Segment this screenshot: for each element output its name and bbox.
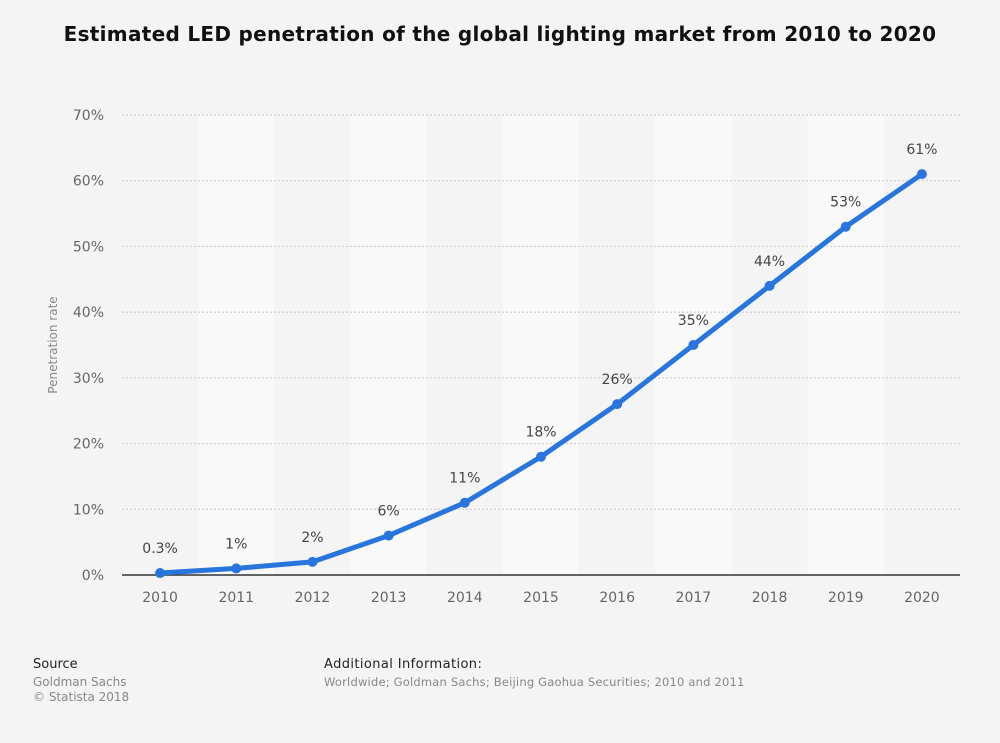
y-tick-label: 30%: [73, 371, 104, 387]
data-label: 11%: [449, 471, 480, 487]
data-point: [536, 451, 546, 462]
x-tick-label: 2011: [218, 590, 254, 606]
y-tick-label: 0%: [82, 568, 104, 584]
column-band: [350, 115, 427, 575]
data-point: [840, 221, 851, 232]
column-band: [502, 115, 580, 575]
y-tick-label: 10%: [73, 502, 104, 518]
column-band: [198, 115, 275, 575]
x-tick-label: 2012: [295, 590, 331, 606]
x-tick-label: 2010: [142, 590, 178, 606]
y-tick-label: 50%: [73, 239, 104, 255]
y-tick-label: 70%: [73, 108, 104, 124]
x-tick-label: 2019: [828, 590, 864, 606]
y-axis-label: Penetration rate: [46, 296, 60, 393]
x-tick-label: 2015: [523, 590, 559, 606]
data-point: [612, 399, 623, 410]
data-point: [764, 280, 775, 291]
x-tick-label: 2014: [447, 590, 483, 606]
data-label: 35%: [678, 313, 709, 329]
x-tick-label: 2020: [904, 590, 940, 606]
x-tick-label: 2017: [676, 590, 712, 606]
source-name: Goldman Sachs: [33, 675, 127, 689]
data-label: 61%: [906, 142, 937, 158]
data-label: 0.3%: [142, 541, 178, 557]
additional-info-text: Worldwide; Goldman Sachs; Beijing Gaohua…: [324, 675, 745, 689]
y-tick-label: 40%: [73, 305, 104, 321]
chart-title: Estimated LED penetration of the global …: [63, 22, 937, 46]
y-tick-label: 60%: [73, 174, 104, 190]
data-point: [459, 497, 470, 508]
data-point: [688, 340, 699, 350]
data-point: [307, 556, 318, 567]
copyright: © Statista 2018: [33, 690, 130, 704]
source-heading: Source: [33, 657, 78, 672]
data-point: [231, 563, 242, 574]
data-label: 2%: [301, 530, 323, 546]
data-point: [383, 530, 394, 541]
data-label: 1%: [225, 536, 247, 552]
data-label: 44%: [754, 254, 785, 270]
data-point: [916, 169, 927, 180]
x-tick-label: 2016: [599, 590, 635, 606]
data-label: 26%: [602, 372, 633, 388]
y-tick-label: 20%: [73, 437, 104, 453]
data-label: 53%: [830, 195, 861, 211]
data-point: [155, 568, 166, 579]
data-label: 18%: [525, 425, 556, 441]
x-tick-label: 2018: [752, 590, 788, 606]
data-label: 6%: [378, 504, 400, 520]
x-tick-label: 2013: [371, 590, 407, 606]
additional-info-heading: Additional Information:: [324, 657, 483, 672]
column-band: [807, 115, 884, 575]
